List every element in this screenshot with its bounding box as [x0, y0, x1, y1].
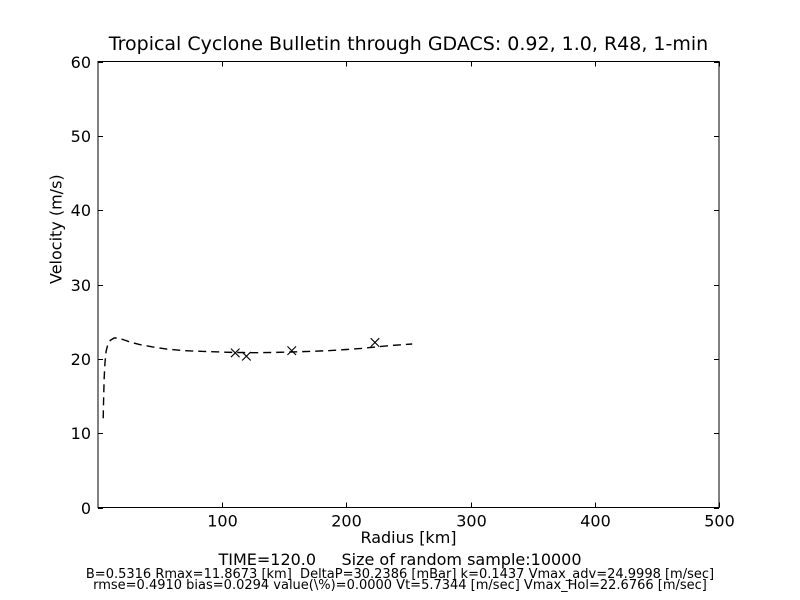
x-tick-label: 300: [456, 512, 487, 531]
x-tick-label: 100: [207, 512, 238, 531]
wind-profile-curve: [102, 337, 413, 419]
footer-error-statistics: rmse=0.4910 bias=0.0294 value(\%)=0.0000…: [93, 578, 707, 593]
x-axis-label: Radius [km]: [360, 528, 457, 547]
y-tick-label: 20: [71, 350, 91, 369]
y-tick-label: 30: [71, 276, 91, 295]
x-tick-label: 400: [580, 512, 611, 531]
y-tick-label: 0: [81, 499, 91, 518]
x-tick-label: 500: [704, 512, 735, 531]
sample-x-marker: [241, 351, 252, 361]
y-tick-label: 10: [71, 424, 91, 443]
sample-x-marker: [370, 337, 380, 348]
chart-title: Tropical Cyclone Bulletin through GDACS:…: [108, 33, 709, 55]
y-tick-label: 50: [71, 127, 91, 146]
x-tick-label: 200: [331, 512, 362, 531]
sample-x-marker: [230, 348, 240, 358]
y-tick-label: 60: [71, 53, 91, 72]
sample-x-marker: [287, 345, 297, 356]
y-tick-label: 40: [71, 201, 91, 220]
footer-time-and-sample-size: TIME=120.0 Size of random sample:10000: [218, 550, 582, 569]
footer-cyclone-parameters: B=0.5316 Rmax=11.8673 [km] DeltaP=30.238…: [85, 567, 715, 582]
plot-frame: [97, 61, 720, 508]
